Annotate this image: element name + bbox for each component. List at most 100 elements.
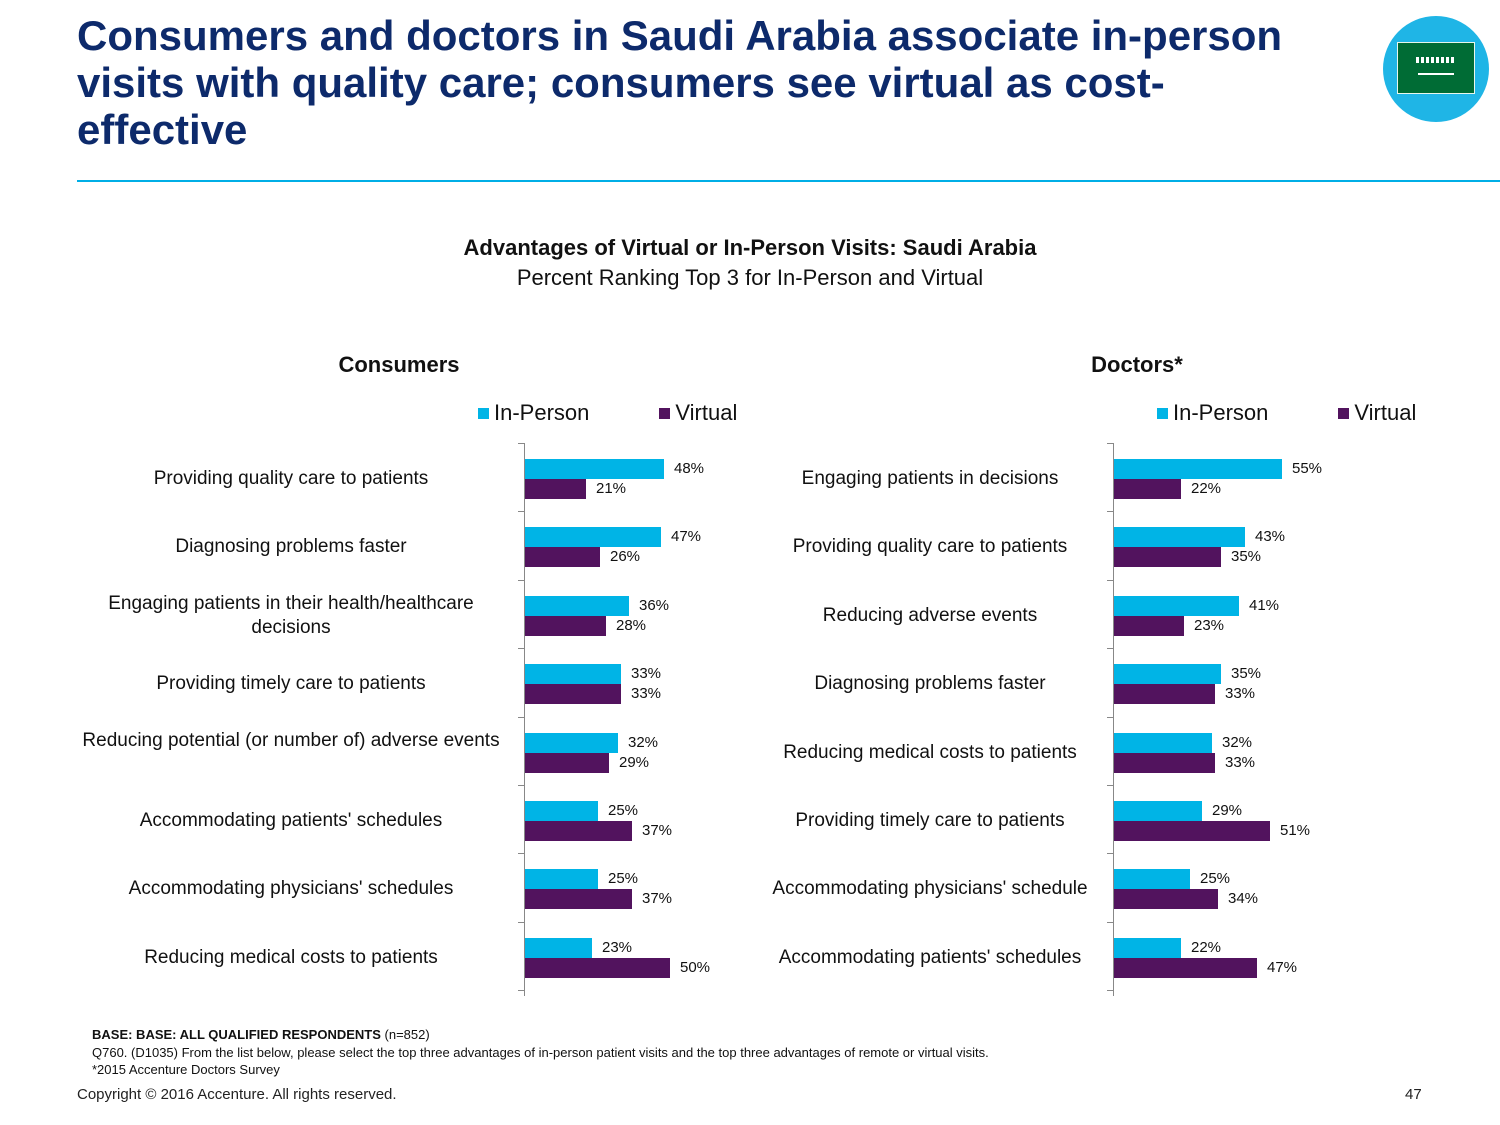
- consumers-category-label: Providing quality care to patients: [153, 468, 429, 489]
- doctors-bar-in-person: [1114, 938, 1181, 958]
- consumers-bar-in-person: [525, 801, 598, 821]
- doctors-value-label-in-person: 25%: [1200, 870, 1231, 887]
- consumers-value-label-in-person: 32%: [628, 734, 659, 751]
- doctors-axis-tick: [1107, 648, 1113, 649]
- consumers-legend-item: Virtual: [659, 400, 737, 426]
- consumers-category-label: Reducing medical costs to patients: [144, 947, 438, 968]
- consumers-value-label-virtual: 33%: [631, 685, 662, 702]
- flag-script-mark: [1416, 57, 1456, 63]
- doctors-bar-virtual: [1114, 479, 1181, 499]
- consumers-axis-tick: [518, 717, 524, 718]
- doctors-bar-virtual: [1114, 616, 1184, 636]
- doctors-category-label: Accommodating physicians' schedule: [772, 878, 1088, 899]
- flag-rectangle: [1397, 42, 1475, 94]
- consumers-value-label-in-person: 33%: [631, 665, 662, 682]
- consumers-bar-virtual: [525, 616, 606, 636]
- doctors-legend-item: Virtual: [1338, 400, 1416, 426]
- doctors-axis-tick: [1107, 922, 1113, 923]
- consumers-category-label: Diagnosing problems faster: [175, 536, 407, 557]
- consumers-bar-virtual: [525, 958, 670, 978]
- consumers-value-label-in-person: 47%: [671, 528, 702, 545]
- footnote-question: Q760. (D1035) From the list below, pleas…: [92, 1045, 989, 1060]
- consumers-axis-tick: [518, 853, 524, 854]
- doctors-bar-in-person: [1114, 801, 1202, 821]
- doctors-axis-tick: [1107, 717, 1113, 718]
- doctors-bar-virtual: [1114, 753, 1215, 773]
- consumers-bar-virtual: [525, 479, 586, 499]
- consumers-category-label: Providing timely care to patients: [156, 673, 426, 694]
- page-number: 47: [1405, 1086, 1422, 1103]
- footnote-base-label: BASE: BASE: ALL QUALIFIED RESPONDENTS: [92, 1027, 381, 1042]
- doctors-value-label-in-person: 32%: [1222, 734, 1253, 751]
- consumers-axis-tick: [518, 511, 524, 512]
- consumers-value-label-virtual: 37%: [642, 890, 673, 907]
- consumers-legend-label: In-Person: [494, 400, 590, 425]
- consumers-bar-in-person: [525, 459, 664, 479]
- doctors-bar-in-person: [1114, 869, 1190, 889]
- consumers-value-label-virtual: 50%: [680, 959, 711, 976]
- consumers-legend: In-Person Virtual: [478, 400, 737, 426]
- doctors-bar-in-person: [1114, 459, 1282, 479]
- saudi-arabia-flag-icon: [1383, 16, 1489, 122]
- doctors-value-label-in-person: 55%: [1292, 460, 1323, 477]
- flag-sword-mark: [1418, 73, 1454, 75]
- consumers-axis-tick: [518, 990, 524, 991]
- doctors-category-label: Diagnosing problems faster: [814, 673, 1046, 694]
- consumers-value-label-in-person: 36%: [639, 597, 670, 614]
- consumers-category-label: Accommodating physicians' schedules: [128, 878, 454, 899]
- doctors-category-label: Providing timely care to patients: [795, 810, 1065, 831]
- doctors-bar-in-person: [1114, 527, 1245, 547]
- chart-title: Advantages of Virtual or In-Person Visit…: [463, 235, 1037, 260]
- doctors-bar-virtual: [1114, 684, 1215, 704]
- doctors-legend-swatch: [1338, 407, 1350, 419]
- doctors-value-label-virtual: 47%: [1267, 959, 1298, 976]
- doctors-panel-title: Doctors*: [1091, 352, 1183, 377]
- doctors-axis-tick: [1107, 785, 1113, 786]
- consumers-value-label-in-person: 25%: [608, 802, 639, 819]
- consumers-bar-virtual: [525, 753, 609, 773]
- consumers-axis: [524, 443, 525, 997]
- footnote-base-n: (n=852): [380, 1027, 430, 1042]
- consumers-value-label-virtual: 29%: [619, 754, 650, 771]
- doctors-category-label: Reducing medical costs to patients: [783, 742, 1077, 763]
- doctors-bar-virtual: [1114, 547, 1221, 567]
- consumers-value-label-virtual: 28%: [616, 617, 647, 634]
- consumers-bar-in-person: [525, 733, 618, 753]
- page-title: Consumers and doctors in Saudi Arabia as…: [77, 12, 1283, 153]
- doctors-value-label-in-person: 43%: [1255, 528, 1286, 545]
- chart-subtitle: Percent Ranking Top 3 for In-Person and …: [516, 265, 984, 290]
- consumers-axis-tick: [518, 580, 524, 581]
- consumers-legend-swatch: [659, 407, 671, 419]
- consumers-axis-tick: [518, 922, 524, 923]
- footnote-source: *2015 Accenture Doctors Survey: [92, 1062, 280, 1077]
- doctors-value-label-virtual: 35%: [1231, 548, 1262, 565]
- consumers-category-label: Engaging patients in their health/health…: [108, 593, 474, 638]
- doctors-value-label-virtual: 23%: [1194, 617, 1225, 634]
- consumers-bar-virtual: [525, 821, 632, 841]
- title-divider: [77, 180, 1500, 182]
- doctors-axis-tick: [1107, 580, 1113, 581]
- doctors-value-label-virtual: 33%: [1225, 754, 1256, 771]
- consumers-value-label-virtual: 37%: [642, 822, 673, 839]
- doctors-bar-in-person: [1114, 664, 1221, 684]
- doctors-legend-label: In-Person: [1173, 400, 1269, 425]
- consumers-bar-in-person: [525, 527, 661, 547]
- consumers-legend-item: In-Person: [478, 400, 589, 426]
- doctors-legend-item: In-Person: [1157, 400, 1268, 426]
- doctors-legend: In-Person Virtual: [1157, 400, 1416, 426]
- doctors-category-label: Providing quality care to patients: [792, 536, 1068, 557]
- doctors-category-label: Accommodating patients' schedules: [778, 947, 1082, 968]
- consumers-legend-label: Virtual: [675, 400, 738, 425]
- doctors-legend-label: Virtual: [1354, 400, 1417, 425]
- consumers-panel-title: Consumers: [338, 352, 460, 377]
- doctors-bar-virtual: [1114, 958, 1257, 978]
- doctors-axis-tick: [1107, 511, 1113, 512]
- consumers-bar-virtual: [525, 889, 632, 909]
- doctors-value-label-virtual: 22%: [1191, 480, 1222, 497]
- consumers-bar-virtual: [525, 547, 600, 567]
- consumers-category-label: Reducing potential (or number of) advers…: [82, 730, 500, 751]
- consumers-category-label: Accommodating patients' schedules: [139, 810, 443, 831]
- consumers-value-label-in-person: 23%: [602, 939, 633, 956]
- doctors-value-label-virtual: 34%: [1228, 890, 1259, 907]
- consumers-axis-tick: [518, 443, 524, 444]
